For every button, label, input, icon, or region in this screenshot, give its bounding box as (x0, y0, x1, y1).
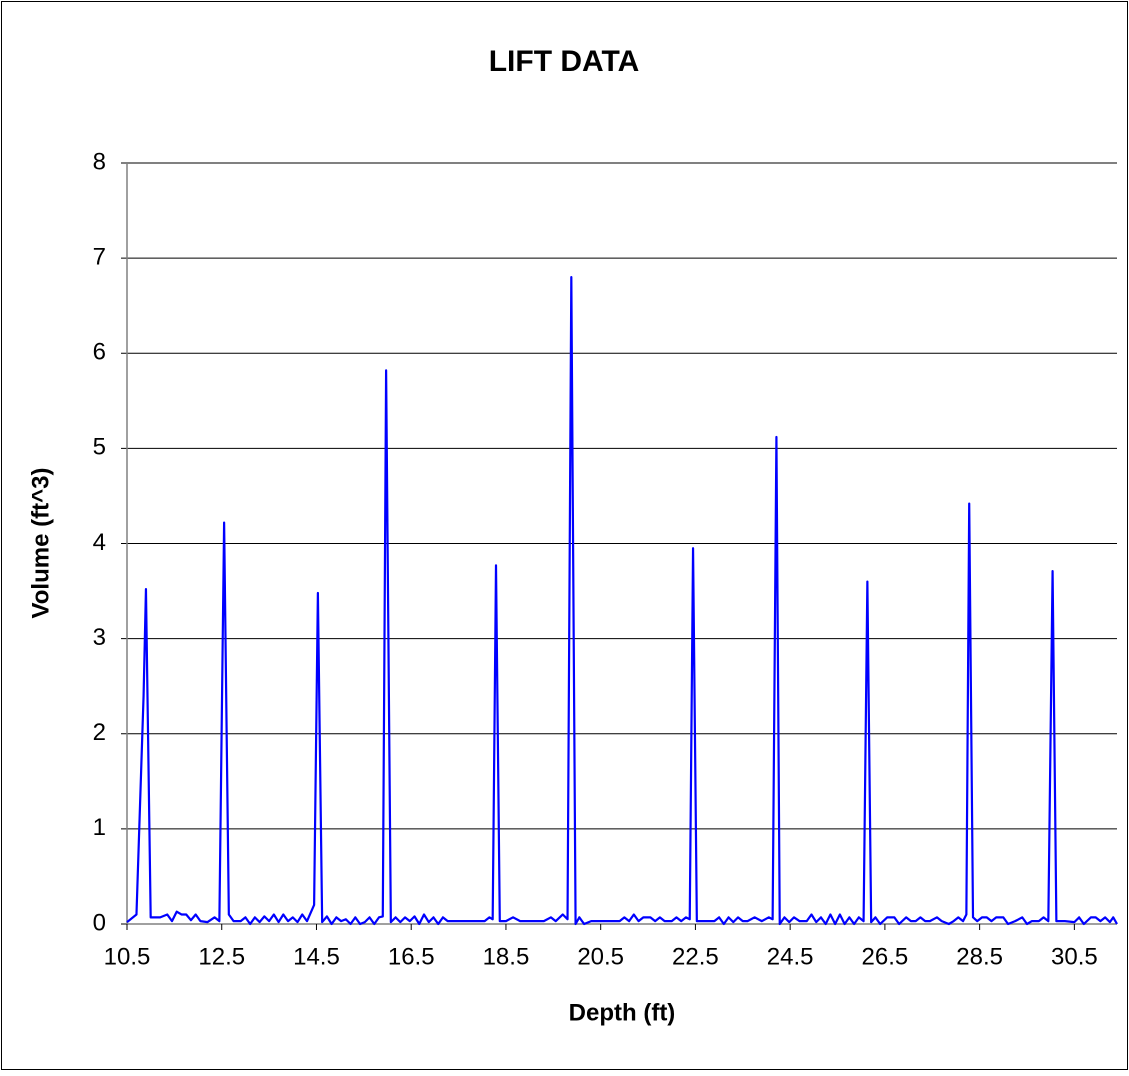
x-tick-label: 10.5 (104, 943, 151, 970)
x-tick-label: 30.5 (1051, 943, 1098, 970)
y-tick-label: 3 (93, 624, 106, 651)
x-tick-label: 20.5 (577, 943, 624, 970)
y-tick-label: 2 (93, 719, 106, 746)
y-tick-label: 8 (93, 148, 106, 175)
x-tick-label: 18.5 (483, 943, 530, 970)
data-line (126, 276, 1118, 926)
y-axis-label: Volume (ft^3) (27, 468, 54, 619)
x-tick-label: 12.5 (198, 943, 245, 970)
x-tick-label: 22.5 (672, 943, 719, 970)
y-tick-label: 1 (93, 814, 106, 841)
x-axis-label: Depth (ft) (569, 999, 676, 1026)
y-tick-label: 7 (93, 243, 106, 270)
y-tick-label: 6 (93, 339, 106, 366)
x-tick-label: 24.5 (767, 943, 814, 970)
y-tick-label: 4 (93, 529, 106, 556)
y-tick-label: 0 (93, 909, 106, 936)
y-tick-label: 5 (93, 434, 106, 461)
x-tick-label: 28.5 (956, 943, 1003, 970)
x-tick-label: 14.5 (293, 943, 340, 970)
x-tick-label: 26.5 (862, 943, 909, 970)
chart-title: LIFT DATA (489, 45, 640, 78)
x-tick-label: 16.5 (388, 943, 435, 970)
